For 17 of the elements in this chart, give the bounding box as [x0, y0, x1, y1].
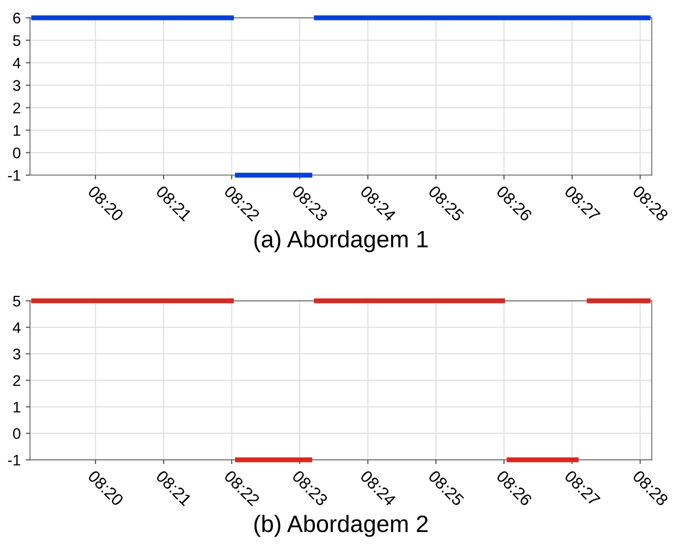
y-tick-label: 1 [14, 125, 20, 136]
y-tick-label: 1 [14, 402, 20, 412]
y-tick-label: -1 [8, 170, 20, 181]
y-tick-label: -1 [8, 454, 20, 466]
y-tick-label: 6 [13, 12, 20, 24]
y-tick-label: 3 [13, 80, 20, 91]
y-tick-label: 0 [13, 148, 20, 158]
x-axis-title: (a) Abordagem 1 [254, 230, 428, 252]
x-axis-title: (b) Abordagem 2 [254, 514, 428, 537]
y-tick-label: 4 [12, 322, 21, 333]
y-tick-label: 5 [13, 35, 20, 46]
y-tick-label: 0 [13, 428, 20, 439]
y-tick-label: 2 [13, 375, 20, 386]
y-tick-label: 5 [13, 296, 20, 306]
y-tick-label: 3 [13, 348, 20, 360]
y-tick-label: 2 [13, 102, 20, 114]
y-tick-label: 4 [12, 58, 21, 68]
